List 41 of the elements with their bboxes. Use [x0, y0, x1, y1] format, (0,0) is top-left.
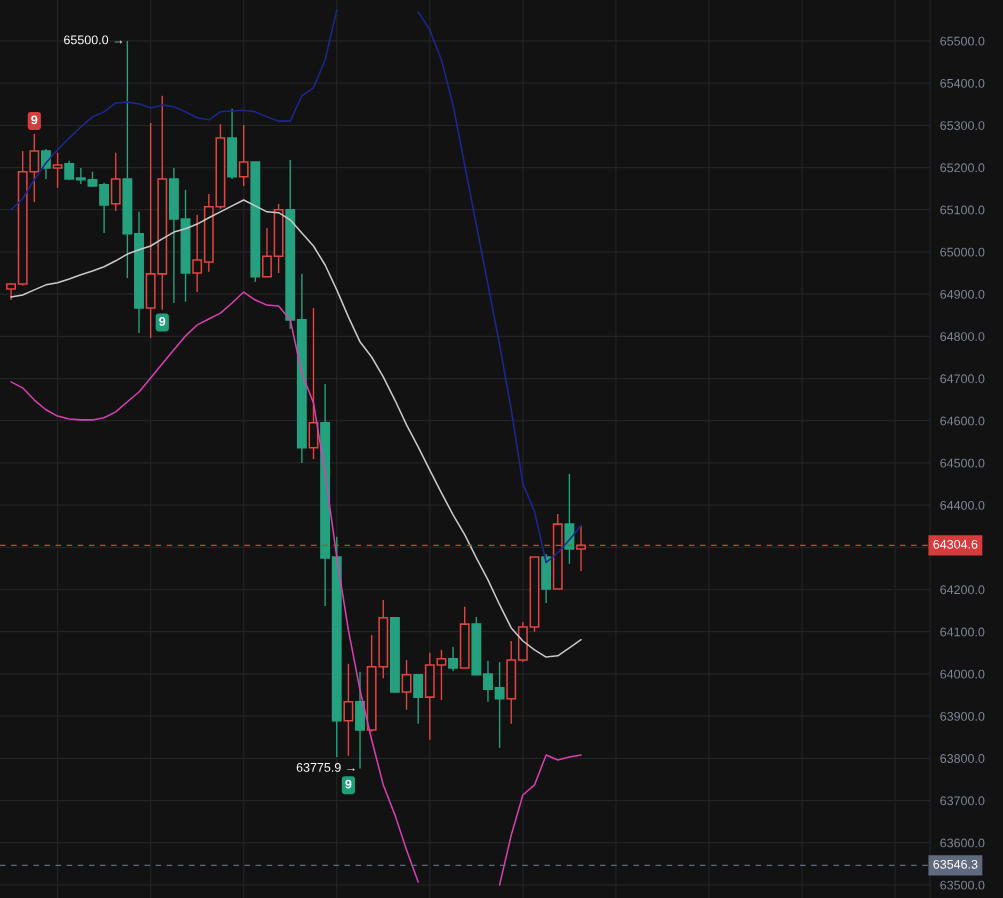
- candlestick: [494, 661, 505, 749]
- y-tick-label: 65200.0: [940, 163, 985, 173]
- y-tick-label: 65000.0: [940, 247, 985, 257]
- y-tick-label: 64800.0: [940, 332, 985, 341]
- candlestick: [262, 227, 272, 278]
- candlestick: [75, 167, 86, 185]
- ref-line-label: 64304.6: [933, 539, 978, 549]
- ref-line-label: 63546.3: [933, 859, 978, 869]
- y-tick-label: 64900.0: [940, 289, 985, 299]
- y-tick-label: 63600.0: [940, 838, 985, 848]
- candlestick: [52, 152, 63, 189]
- y-tick-label: 63700.0: [940, 796, 985, 806]
- candlestick: [99, 182, 110, 234]
- y-tick-label: 64200.0: [940, 585, 985, 595]
- candlestick: [64, 160, 75, 181]
- annotation: 9: [31, 115, 38, 125]
- y-tick-label: 63800.0: [940, 754, 985, 763]
- y-tick-label: 63900.0: [940, 711, 985, 721]
- y-tick-label: 64700.0: [940, 374, 985, 384]
- y-tick-label: 64600.0: [940, 416, 985, 426]
- candlestick: [483, 660, 493, 703]
- y-tick-label: 65300.0: [940, 121, 985, 130]
- candlestick: [192, 214, 203, 293]
- candlestick: [448, 646, 459, 672]
- y-tick-label: 65500.0: [940, 36, 985, 46]
- y-tick-label: 64000.0: [940, 669, 985, 679]
- y-tick-label: 64100.0: [940, 627, 985, 637]
- y-tick-label: 63500.0: [940, 880, 985, 890]
- y-tick-label: 64500.0: [940, 458, 985, 468]
- annotation: 9: [159, 317, 166, 326]
- annotation: 65500.0 →: [64, 35, 123, 45]
- annotation: 9: [345, 779, 352, 789]
- candlestick: [238, 124, 249, 187]
- y-tick-label: 65400.0: [940, 78, 985, 88]
- candlestick: [343, 663, 354, 757]
- y-tick-label: 64400.0: [940, 500, 985, 510]
- annotation: 63775.9 →: [296, 762, 355, 772]
- candlestick: [413, 674, 424, 725]
- y-tick-label: 65100.0: [940, 205, 985, 215]
- line-series: [10, 199, 582, 658]
- candlestick: [401, 659, 412, 711]
